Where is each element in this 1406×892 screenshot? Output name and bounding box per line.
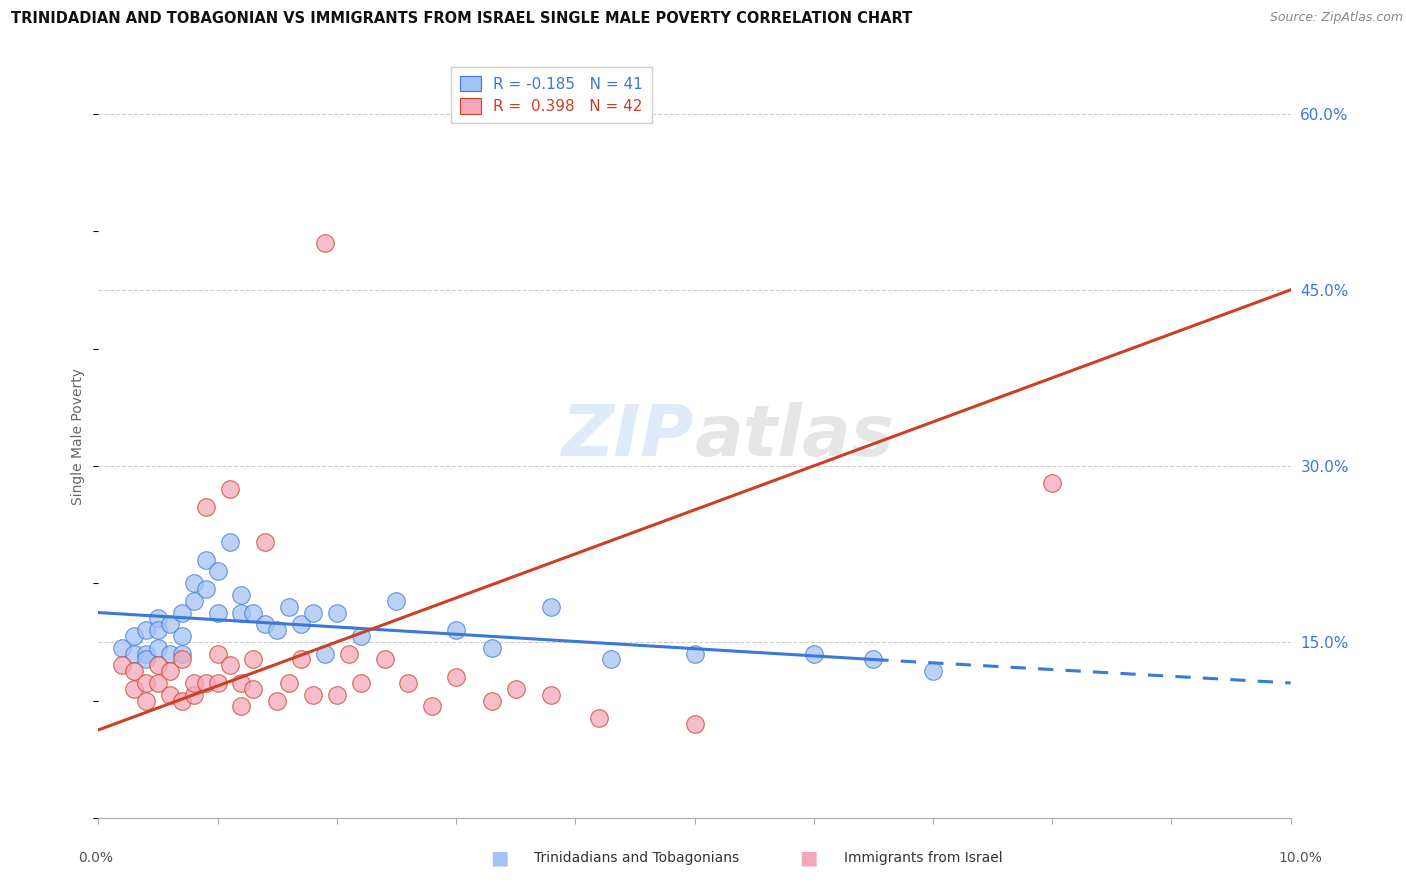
Text: TRINIDADIAN AND TOBAGONIAN VS IMMIGRANTS FROM ISRAEL SINGLE MALE POVERTY CORRELA: TRINIDADIAN AND TOBAGONIAN VS IMMIGRANTS… <box>11 11 912 26</box>
Point <box>207 676 229 690</box>
Point <box>135 647 157 661</box>
Point <box>396 676 419 690</box>
Point <box>159 688 181 702</box>
Point <box>159 617 181 632</box>
Point <box>183 688 205 702</box>
Point <box>326 606 349 620</box>
Point <box>194 582 217 596</box>
Point <box>540 688 562 702</box>
Point <box>862 652 884 666</box>
Point <box>254 617 277 632</box>
Point <box>146 676 169 690</box>
Point <box>194 553 217 567</box>
Point <box>278 676 301 690</box>
Point <box>170 647 193 661</box>
Point <box>159 647 181 661</box>
Text: atlas: atlas <box>695 402 894 471</box>
Point <box>135 652 157 666</box>
Point <box>302 688 325 702</box>
Point <box>207 565 229 579</box>
Point <box>326 688 349 702</box>
Point <box>194 500 217 514</box>
Point <box>374 652 396 666</box>
Point <box>922 665 945 679</box>
Point <box>231 588 253 602</box>
Text: 10.0%: 10.0% <box>1278 851 1323 865</box>
Point <box>254 535 277 549</box>
Point <box>266 693 288 707</box>
Point <box>350 676 373 690</box>
Point <box>170 652 193 666</box>
Text: ■: ■ <box>799 848 818 868</box>
Point <box>122 665 145 679</box>
Point <box>111 658 134 673</box>
Point <box>218 658 240 673</box>
Point <box>146 611 169 625</box>
Point <box>146 623 169 637</box>
Point <box>481 640 503 655</box>
Point <box>302 606 325 620</box>
Point <box>122 681 145 696</box>
Text: ZIP: ZIP <box>562 402 695 471</box>
Point <box>444 670 467 684</box>
Point <box>803 647 825 661</box>
Point <box>146 658 169 673</box>
Point <box>600 652 623 666</box>
Point <box>290 617 312 632</box>
Point <box>242 606 264 620</box>
Text: Source: ZipAtlas.com: Source: ZipAtlas.com <box>1270 11 1403 24</box>
Point <box>266 623 288 637</box>
Point <box>444 623 467 637</box>
Point <box>683 717 706 731</box>
Point <box>207 606 229 620</box>
Point <box>135 676 157 690</box>
Y-axis label: Single Male Poverty: Single Male Poverty <box>72 368 86 505</box>
Point <box>242 652 264 666</box>
Point <box>135 693 157 707</box>
Text: Immigrants from Israel: Immigrants from Israel <box>844 851 1002 865</box>
Point <box>337 647 360 661</box>
Point <box>194 676 217 690</box>
Point <box>218 535 240 549</box>
Point <box>207 647 229 661</box>
Point <box>385 594 408 608</box>
Point <box>183 594 205 608</box>
Point <box>314 235 336 250</box>
Point <box>505 681 527 696</box>
Point <box>122 647 145 661</box>
Point <box>540 599 562 614</box>
Point <box>183 576 205 591</box>
Point <box>481 693 503 707</box>
Point <box>231 676 253 690</box>
Point <box>290 652 312 666</box>
Point <box>122 629 145 643</box>
Legend: R = -0.185   N = 41, R =  0.398   N = 42: R = -0.185 N = 41, R = 0.398 N = 42 <box>450 67 652 123</box>
Point <box>588 711 610 725</box>
Point <box>242 681 264 696</box>
Point <box>350 629 373 643</box>
Point <box>170 606 193 620</box>
Point <box>159 665 181 679</box>
Point <box>218 483 240 497</box>
Point <box>135 623 157 637</box>
Point <box>231 699 253 714</box>
Point <box>420 699 443 714</box>
Point <box>170 693 193 707</box>
Point <box>683 647 706 661</box>
Point <box>278 599 301 614</box>
Point <box>111 640 134 655</box>
Point <box>183 676 205 690</box>
Point <box>146 640 169 655</box>
Text: 0.0%: 0.0% <box>79 851 112 865</box>
Point <box>231 606 253 620</box>
Point <box>1040 476 1063 491</box>
Point <box>170 629 193 643</box>
Point <box>314 647 336 661</box>
Text: ■: ■ <box>489 848 509 868</box>
Text: Trinidadians and Tobagonians: Trinidadians and Tobagonians <box>534 851 740 865</box>
